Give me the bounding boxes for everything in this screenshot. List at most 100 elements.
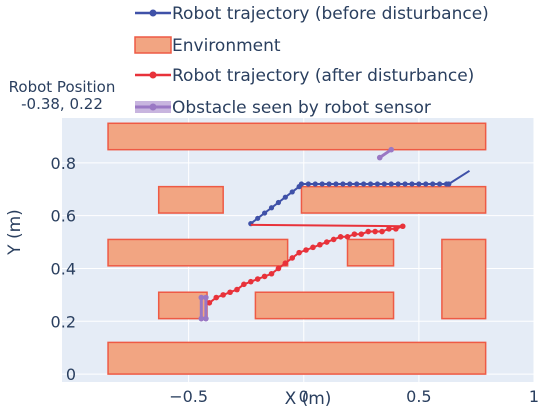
trajectory-before-point: [423, 181, 429, 187]
trajectory-before-point: [289, 189, 295, 195]
trajectory-after-point: [241, 281, 247, 288]
environment-block: [157, 185, 224, 214]
obstacle-point: [376, 154, 383, 161]
environment-block: [107, 238, 289, 267]
robot-position-value: -0.38, 0.22: [21, 95, 103, 113]
trajectory-before-point: [381, 181, 387, 187]
trajectory-before-point: [402, 181, 408, 187]
obstacle-point: [198, 315, 205, 322]
trajectory-before-point: [347, 181, 353, 187]
y-tick-label: 0.4: [51, 259, 76, 278]
trajectory-after-point: [351, 231, 358, 237]
y-tick-label: 0.2: [51, 312, 76, 331]
obstacle-point: [198, 294, 205, 301]
obstacle-point: [203, 315, 209, 322]
x-axis-title: X (m): [285, 389, 332, 408]
trajectory-before-point: [430, 181, 436, 187]
trajectory-before-point: [275, 199, 282, 206]
trajectory-before-point: [326, 181, 332, 187]
trajectory-after-point: [296, 249, 302, 256]
trajectory-after-point: [330, 236, 337, 243]
obstacle-point: [388, 146, 395, 153]
environment-block: [107, 122, 487, 151]
environment-layer: [107, 122, 487, 375]
trajectory-after-point: [379, 228, 385, 235]
legend-label-before: Robot trajectory (before disturbance): [172, 4, 489, 24]
obstacle-point: [203, 294, 209, 301]
trajectory-after-point: [337, 234, 344, 240]
trajectory-before-point: [319, 181, 325, 187]
x-tick-label: 0: [299, 387, 309, 406]
x-tick-label: 0.5: [406, 387, 431, 406]
trajectory-after-point: [365, 228, 372, 235]
trajectory-before-point: [298, 181, 305, 187]
trajectory-before-point: [354, 181, 360, 187]
trajectory-after-point: [234, 286, 240, 293]
trajectory-after-point: [310, 244, 316, 251]
trajectory-before-point: [255, 215, 261, 221]
trajectory-before-point: [388, 181, 394, 187]
environment-block: [300, 185, 487, 214]
trajectory-before-point: [312, 181, 318, 187]
trajectory-after-point: [358, 231, 365, 237]
trajectory-before-point: [361, 181, 367, 187]
series-layer: [198, 146, 471, 322]
trajectory-before-point: [262, 210, 268, 216]
trajectory-after-point: [206, 300, 213, 306]
x-axis-ticks: −0.5 0 0.5 1: [169, 387, 538, 406]
legend-marker-obstacle: [149, 103, 157, 111]
trajectory-before-point: [395, 181, 401, 187]
legend: Robot trajectory (before disturbance) En…: [134, 4, 489, 118]
trajectory-after-point: [303, 247, 309, 253]
trajectory-after-point: [399, 223, 406, 230]
y-tick-label: 0.8: [51, 154, 76, 173]
trajectory-before-point: [409, 181, 415, 187]
trajectory-after-point: [372, 228, 378, 235]
trajectory-after-point: [386, 226, 392, 232]
x-tick-label: −0.5: [169, 387, 208, 406]
trajectory-after-point: [227, 289, 233, 296]
trajectory-before-point: [340, 181, 346, 187]
environment-block: [346, 238, 395, 267]
trajectory-after-point: [261, 273, 268, 280]
trajectory-after-point: [317, 241, 323, 248]
trajectory-before-point: [374, 181, 381, 187]
y-tick-label: 0.6: [51, 207, 76, 226]
trajectory-before-point: [333, 181, 339, 187]
y-tick-label: 0: [66, 365, 76, 384]
y-axis-ticks: 0 0.2 0.4 0.6 0.8: [51, 154, 76, 384]
trajectory-after-point: [254, 276, 261, 282]
trajectory-after-point: [275, 265, 282, 272]
legend-marker-after: [149, 71, 157, 79]
trajectory-before-point: [437, 181, 443, 187]
legend-marker-before: [149, 9, 157, 17]
trajectory-before-point: [416, 181, 422, 187]
trajectory-after-point: [323, 239, 330, 245]
trajectory-before-point: [446, 181, 452, 187]
trajectory-after-point: [393, 226, 399, 232]
trajectory-after-point: [344, 234, 351, 240]
trajectory-after-point: [213, 294, 220, 301]
y-axis-title: Y (m): [5, 209, 25, 256]
disturbance-jump-line: [250, 223, 403, 228]
legend-label-obstacle: Obstacle seen by robot sensor: [172, 98, 431, 118]
trajectory-before-point: [282, 194, 288, 200]
trajectory-after-point: [268, 270, 275, 277]
trajectory-after-point: [289, 255, 296, 261]
trajectory-after-point: [248, 278, 254, 285]
robot-position-annotation: Robot Position -0.38, 0.22: [9, 78, 116, 113]
robot-position-label: Robot Position: [9, 78, 116, 96]
legend-swatch-environment: [134, 36, 172, 54]
environment-block: [254, 291, 395, 320]
environment-block: [441, 238, 487, 320]
trajectory-after-point: [220, 292, 226, 298]
trajectory-after-point: [282, 260, 289, 267]
environment-block: [107, 341, 487, 375]
trajectory-before-point: [268, 205, 275, 211]
trajectory-before-point: [305, 181, 311, 187]
x-tick-label: 1: [529, 387, 538, 406]
legend-label-environment: Environment: [172, 36, 281, 56]
legend-label-after: Robot trajectory (after disturbance): [172, 66, 474, 86]
trajectory-before-point: [367, 181, 374, 187]
